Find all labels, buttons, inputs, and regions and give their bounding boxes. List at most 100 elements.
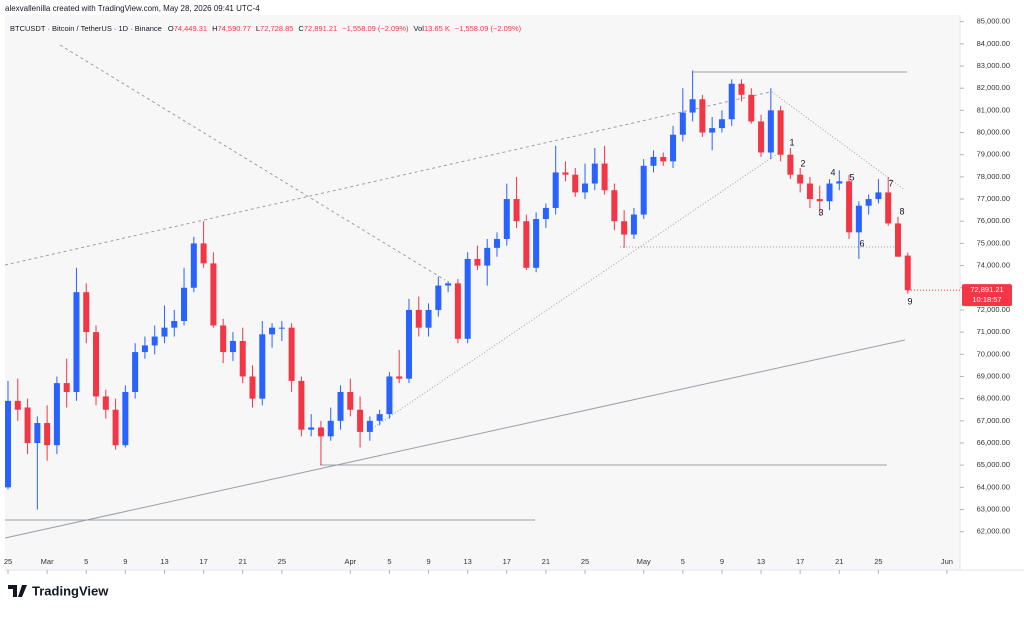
candle-body — [14, 400, 21, 410]
candle-body — [396, 376, 403, 379]
candle-body — [738, 83, 745, 95]
candle-body — [484, 247, 491, 266]
y-tick-label: 71,000.00 — [977, 327, 1010, 336]
price-tag-box — [962, 284, 1012, 307]
candle-body — [513, 199, 520, 222]
y-tick-label: 68,000.00 — [977, 394, 1010, 403]
candle-body — [347, 391, 354, 410]
x-tick-label: 25 — [581, 557, 589, 566]
candle-body — [650, 156, 657, 166]
candle-body — [689, 99, 696, 113]
candle-body — [181, 287, 188, 322]
candle-body — [132, 352, 139, 392]
candle-body — [357, 409, 364, 432]
legend-key: Vol — [414, 24, 425, 33]
y-tick-label: 70,000.00 — [977, 349, 1010, 358]
candle-body — [846, 181, 853, 233]
wave-label: 5 — [849, 172, 854, 182]
wave-label: 8 — [899, 206, 904, 216]
x-tick-label: 21 — [239, 557, 247, 566]
y-tick-label: 64,000.00 — [977, 482, 1010, 491]
x-tick-label: May — [637, 557, 651, 566]
candle-body — [171, 321, 178, 328]
candle-body — [161, 327, 168, 337]
legend-value: −1,558.09 (−2.09%) — [342, 24, 409, 33]
x-tick-label: 13 — [757, 557, 765, 566]
candle-body — [63, 383, 70, 392]
candle-body — [151, 336, 158, 346]
candle-body — [122, 391, 129, 446]
candle-body — [777, 110, 784, 155]
candle-body — [435, 285, 442, 310]
candle-body — [474, 258, 481, 266]
candle-body — [445, 283, 452, 286]
x-tick-label: 5 — [387, 557, 391, 566]
candle-body — [44, 423, 51, 446]
y-tick-label: 80,000.00 — [977, 128, 1010, 137]
x-tick-label: Jun — [941, 557, 953, 566]
candle-body — [83, 292, 90, 333]
y-tick-label: 63,000.00 — [977, 505, 1010, 514]
legend-value: 74,449.31 — [174, 24, 207, 33]
x-tick-label: 13 — [160, 557, 168, 566]
candle-body — [758, 121, 765, 153]
candle-body — [327, 420, 334, 437]
y-tick-label: 85,000.00 — [977, 17, 1010, 26]
legend-value: 74,590.77 — [218, 24, 251, 33]
legend-key: L — [256, 24, 260, 33]
candle-body — [366, 420, 373, 432]
candle-body — [190, 243, 197, 288]
y-tick-label: 82,000.00 — [977, 83, 1010, 92]
logo: TradingView — [8, 583, 109, 598]
candle-body — [259, 334, 266, 399]
candle-body — [386, 376, 393, 415]
candle-body — [24, 407, 31, 443]
x-tick-label: 9 — [426, 557, 430, 566]
candle-body — [278, 327, 285, 329]
y-tick-label: 62,000.00 — [977, 527, 1010, 536]
wave-label: 4 — [830, 167, 835, 177]
candle-body — [112, 409, 119, 446]
candle-body — [494, 238, 500, 248]
candle-body — [855, 205, 862, 233]
y-tick-label: 84,000.00 — [977, 39, 1010, 48]
y-tick-label: 77,000.00 — [977, 194, 1010, 203]
x-tick-label: 21 — [835, 557, 843, 566]
candle-body — [885, 192, 892, 224]
candles — [5, 70, 911, 510]
wave-label: 3 — [818, 207, 823, 217]
y-tick-label: 81,000.00 — [977, 105, 1010, 114]
candle-body — [816, 199, 823, 202]
candle-body — [767, 110, 774, 153]
y-tick-label: 83,000.00 — [977, 61, 1010, 70]
candle-body — [454, 283, 461, 339]
candle-body — [298, 380, 305, 430]
price-tag-countdown: 10:18:57 — [972, 295, 1001, 304]
y-tick-label: 74,000.00 — [977, 261, 1010, 270]
candle-body — [728, 83, 735, 120]
candle-body — [34, 423, 41, 443]
candle-body — [376, 414, 383, 421]
legend-key: O — [168, 24, 174, 33]
y-tick-label: 79,000.00 — [977, 150, 1010, 159]
x-tick-label: 25 — [278, 557, 286, 566]
candle-body — [787, 154, 794, 175]
x-tick-label: 13 — [463, 557, 471, 566]
wave-label: 7 — [888, 178, 893, 188]
candle-body — [53, 383, 60, 446]
candle-body — [141, 345, 148, 353]
trend-line — [771, 91, 906, 191]
candle-body — [601, 163, 608, 191]
x-tick-label: 21 — [542, 557, 550, 566]
plot-area — [5, 15, 960, 570]
y-tick-label: 78,000.00 — [977, 172, 1010, 181]
candle-body — [552, 172, 559, 208]
candle-body — [308, 427, 315, 430]
drawings — [4, 44, 907, 539]
candle-body — [337, 391, 344, 421]
candle-body — [836, 181, 843, 184]
candle-body — [806, 183, 813, 200]
logo-text: TradingView — [32, 583, 109, 598]
wave-label: 1 — [789, 137, 794, 147]
x-tick-label: 5 — [84, 557, 88, 566]
